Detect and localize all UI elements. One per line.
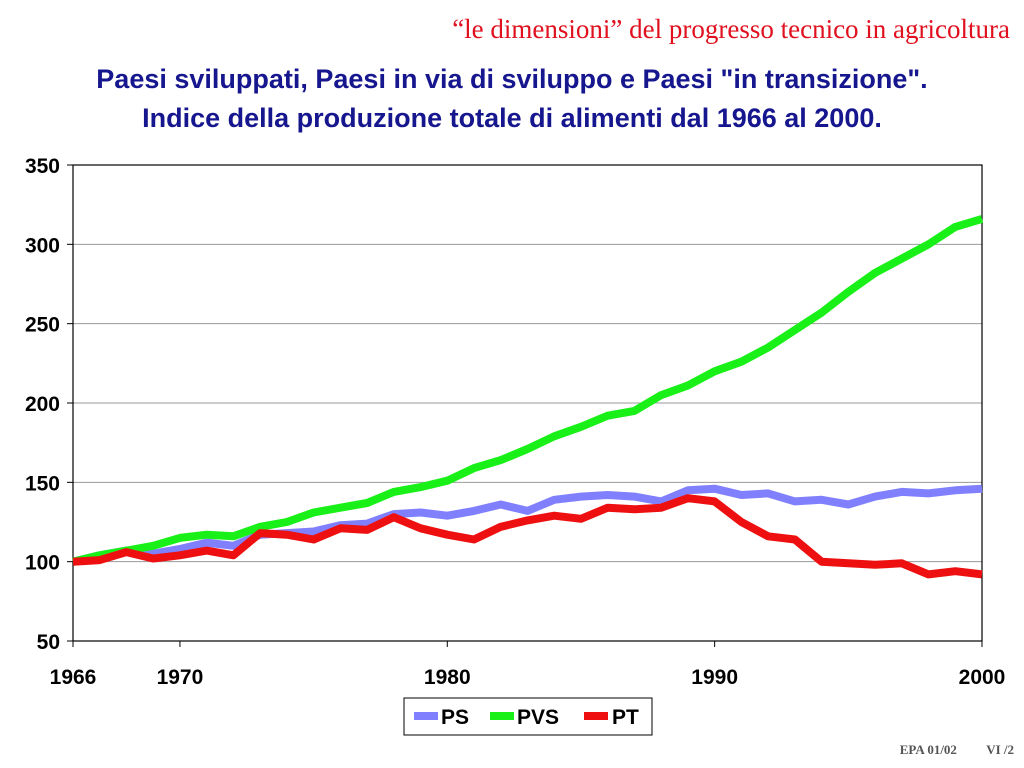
y-tick-label: 300 bbox=[25, 234, 60, 257]
x-tick-label: 1990 bbox=[691, 666, 738, 689]
x-tick-label: 1970 bbox=[157, 666, 204, 689]
plot-border bbox=[72, 164, 983, 642]
slide-header: “le dimensioni” del progresso tecnico in… bbox=[452, 14, 1010, 44]
chart-subtitle: Indice della produzione totale di alimen… bbox=[142, 103, 882, 133]
series-line-ps bbox=[72, 484, 983, 566]
y-tick-label: 350 bbox=[25, 155, 60, 178]
slide-footer: EPA 01/02 VI /2 bbox=[900, 742, 1014, 758]
chart-title: Paesi sviluppati, Paesi in via di svilup… bbox=[96, 64, 928, 94]
y-tick-label: 250 bbox=[25, 314, 60, 337]
x-tick-label: 1966 bbox=[50, 666, 97, 689]
chart-title-block: Paesi sviluppati, Paesi in via di svilup… bbox=[0, 60, 1024, 138]
legend-label-pt: PT bbox=[612, 706, 639, 729]
y-tick-label: 200 bbox=[25, 393, 60, 416]
footer-page: VI /2 bbox=[986, 742, 1014, 757]
footer-course: EPA 01/02 bbox=[899, 742, 957, 757]
x-tick-label: 1980 bbox=[424, 666, 471, 689]
y-tick-label: 100 bbox=[25, 552, 60, 575]
legend-label-ps: PS bbox=[441, 706, 469, 729]
y-tick-label: 150 bbox=[25, 472, 60, 495]
y-tick-label: 50 bbox=[37, 631, 60, 654]
x-tick-label: 2000 bbox=[959, 666, 1006, 689]
series-line-pt bbox=[72, 494, 983, 579]
legend-label-pvs: PVS bbox=[517, 706, 559, 729]
legend-box bbox=[403, 697, 653, 736]
series-line-pvs bbox=[72, 215, 984, 566]
